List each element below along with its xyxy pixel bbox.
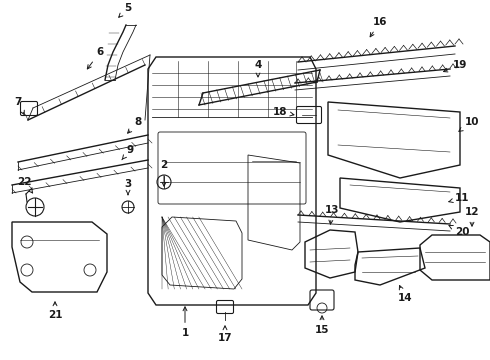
Text: 16: 16 [370,17,387,37]
Text: 18: 18 [273,107,294,117]
Text: 8: 8 [127,117,142,133]
Text: 6: 6 [87,47,103,69]
Text: 19: 19 [443,60,467,72]
Text: 14: 14 [398,285,412,303]
Text: 22: 22 [17,177,33,193]
Text: 20: 20 [449,225,469,237]
Text: 10: 10 [459,117,479,131]
Text: 15: 15 [315,316,329,335]
Text: 2: 2 [160,160,168,186]
Text: 9: 9 [122,145,134,160]
Text: 17: 17 [218,326,232,343]
Text: 1: 1 [181,307,189,338]
Text: 13: 13 [325,205,339,224]
Text: 7: 7 [14,97,24,114]
Text: 11: 11 [449,193,469,203]
Text: 3: 3 [124,179,132,195]
Text: 5: 5 [119,3,132,17]
Text: 12: 12 [465,207,479,226]
Text: 21: 21 [48,302,62,320]
Text: 4: 4 [254,60,262,77]
